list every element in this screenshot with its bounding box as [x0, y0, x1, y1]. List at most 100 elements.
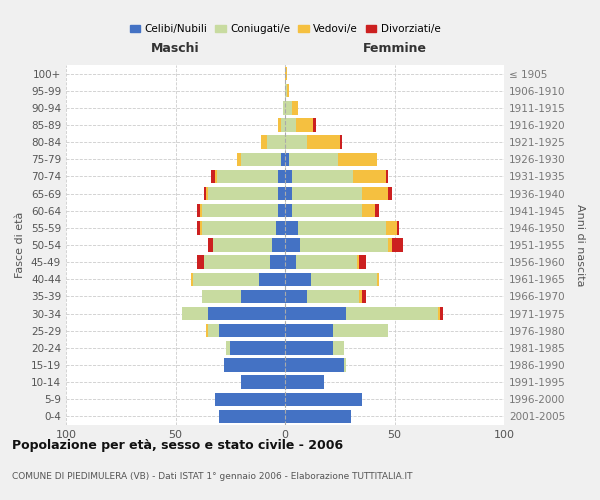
- Bar: [281, 118, 285, 132]
- Bar: [204, 256, 269, 269]
- Bar: [213, 238, 272, 252]
- Bar: [311, 272, 377, 286]
- Bar: [208, 307, 285, 320]
- Bar: [375, 204, 379, 218]
- Bar: [241, 152, 281, 166]
- Bar: [285, 392, 362, 406]
- Bar: [285, 307, 346, 320]
- Bar: [197, 204, 200, 218]
- Bar: [197, 256, 204, 269]
- Bar: [278, 170, 285, 183]
- Bar: [200, 204, 202, 218]
- Bar: [206, 324, 208, 338]
- Bar: [224, 358, 285, 372]
- Bar: [307, 290, 359, 303]
- Bar: [285, 221, 298, 234]
- Y-axis label: Fasce di età: Fasce di età: [16, 212, 25, 278]
- Bar: [313, 118, 316, 132]
- Y-axis label: Anni di nascita: Anni di nascita: [575, 204, 585, 286]
- Bar: [285, 358, 344, 372]
- Bar: [285, 204, 292, 218]
- Text: Maschi: Maschi: [151, 42, 200, 54]
- Bar: [269, 256, 285, 269]
- Bar: [296, 256, 357, 269]
- Bar: [285, 84, 287, 98]
- Bar: [206, 187, 208, 200]
- Bar: [298, 221, 386, 234]
- Bar: [208, 187, 278, 200]
- Bar: [215, 170, 217, 183]
- Bar: [362, 187, 388, 200]
- Bar: [182, 307, 208, 320]
- Bar: [215, 392, 285, 406]
- Bar: [346, 307, 438, 320]
- Bar: [285, 101, 292, 114]
- Bar: [285, 376, 325, 389]
- Bar: [353, 170, 386, 183]
- Bar: [357, 256, 359, 269]
- Bar: [292, 101, 298, 114]
- Text: Femmine: Femmine: [362, 42, 427, 54]
- Bar: [392, 238, 403, 252]
- Bar: [285, 256, 296, 269]
- Bar: [241, 376, 285, 389]
- Bar: [278, 204, 285, 218]
- Bar: [191, 272, 193, 286]
- Bar: [338, 152, 377, 166]
- Text: COMUNE DI PIEDIMULERA (VB) - Dati ISTAT 1° gennaio 2006 - Elaborazione TUTTITALI: COMUNE DI PIEDIMULERA (VB) - Dati ISTAT …: [12, 472, 413, 481]
- Bar: [359, 256, 366, 269]
- Bar: [388, 187, 392, 200]
- Bar: [292, 204, 362, 218]
- Bar: [333, 341, 344, 354]
- Bar: [261, 136, 268, 149]
- Bar: [289, 152, 338, 166]
- Bar: [200, 221, 202, 234]
- Bar: [285, 290, 307, 303]
- Bar: [285, 341, 333, 354]
- Bar: [283, 101, 285, 114]
- Bar: [440, 307, 443, 320]
- Bar: [292, 187, 362, 200]
- Bar: [377, 272, 379, 286]
- Bar: [287, 84, 289, 98]
- Bar: [278, 118, 281, 132]
- Bar: [340, 136, 342, 149]
- Bar: [397, 221, 399, 234]
- Bar: [208, 324, 220, 338]
- Bar: [204, 187, 206, 200]
- Bar: [208, 238, 213, 252]
- Bar: [362, 290, 366, 303]
- Bar: [285, 152, 289, 166]
- Bar: [285, 118, 296, 132]
- Bar: [230, 341, 285, 354]
- Bar: [202, 204, 278, 218]
- Bar: [278, 187, 285, 200]
- Bar: [259, 272, 285, 286]
- Bar: [285, 170, 292, 183]
- Bar: [202, 221, 276, 234]
- Text: Popolazione per età, sesso e stato civile - 2006: Popolazione per età, sesso e stato civil…: [12, 440, 343, 452]
- Bar: [362, 204, 375, 218]
- Bar: [217, 170, 278, 183]
- Bar: [307, 136, 340, 149]
- Bar: [220, 410, 285, 423]
- Bar: [285, 410, 350, 423]
- Bar: [237, 152, 241, 166]
- Bar: [197, 221, 200, 234]
- Bar: [285, 136, 307, 149]
- Bar: [359, 290, 362, 303]
- Legend: Celibi/Nubili, Coniugati/e, Vedovi/e, Divorziati/e: Celibi/Nubili, Coniugati/e, Vedovi/e, Di…: [125, 20, 445, 38]
- Bar: [285, 67, 287, 80]
- Bar: [241, 290, 285, 303]
- Bar: [226, 341, 230, 354]
- Bar: [386, 170, 388, 183]
- Bar: [285, 238, 301, 252]
- Bar: [285, 187, 292, 200]
- Bar: [344, 358, 346, 372]
- Bar: [220, 324, 285, 338]
- Bar: [268, 136, 285, 149]
- Bar: [193, 272, 259, 286]
- Bar: [301, 238, 388, 252]
- Bar: [386, 221, 397, 234]
- Bar: [438, 307, 440, 320]
